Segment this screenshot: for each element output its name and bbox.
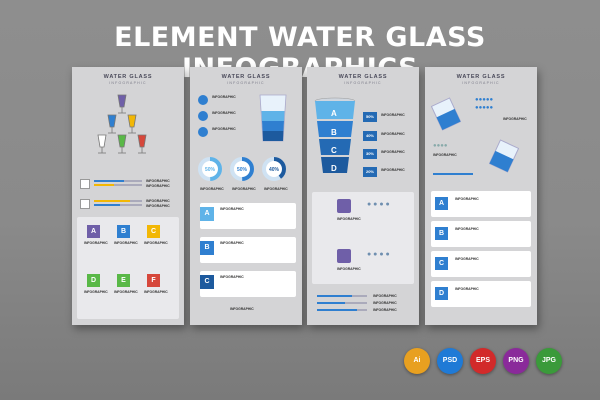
letter-box-a: A: [87, 225, 100, 238]
percent-label: INFOGRAPHIC: [381, 168, 405, 172]
donut-label: INFOGRAPHIC: [200, 187, 224, 191]
letter-box-b: B: [117, 225, 130, 238]
bar-label: INFOGRAPHIC: [373, 294, 397, 298]
avatar-icon: [80, 179, 90, 189]
letter-box-b: B: [200, 241, 214, 255]
list-item: [200, 203, 296, 229]
drop-label: INFOGRAPHIC: [433, 153, 457, 157]
letter-box-c: C: [147, 225, 160, 238]
avatar-icon: [337, 249, 351, 263]
letter-box-e: E: [117, 274, 130, 287]
list-label: INFOGRAPHIC: [220, 207, 244, 211]
footer-label: INFOGRAPHIC: [230, 307, 254, 311]
card-subtitle: INFOGRAPHIC: [462, 81, 500, 85]
format-badge-psd: PSD: [437, 348, 463, 374]
format-badge-png: PNG: [503, 348, 529, 374]
letter-label: INFOGRAPHIC: [84, 241, 108, 245]
letter-label: INFOGRAPHIC: [114, 241, 138, 245]
row-label: INFOGRAPHIC: [146, 184, 170, 188]
row-label: INFOGRAPHIC: [146, 199, 170, 203]
list-label: INFOGRAPHIC: [455, 257, 479, 261]
drop-row-icon: ● ● ● ●: [367, 251, 390, 258]
list-label: INFOGRAPHIC: [455, 227, 479, 231]
card-1: WATER GLASS INFOGRAPHIC INFOGRAPHIC INFO…: [72, 67, 184, 325]
letter-box-c: C: [200, 275, 214, 289]
drop-row-icon: ●●●●●: [475, 105, 494, 111]
bar-label: INFOGRAPHIC: [373, 301, 397, 305]
segment-letter: D: [331, 164, 337, 173]
letter-box-d: D: [435, 287, 448, 300]
segmented-glass: [314, 97, 356, 173]
bar-label: INFOGRAPHIC: [373, 308, 397, 312]
tilted-glass-graphic: [431, 97, 461, 131]
letter-box-c: C: [435, 257, 448, 270]
card-4: WATER GLASS INFOGRAPHIC ●●●●● ●●●●● INFO…: [425, 67, 537, 325]
drop-label: INFOGRAPHIC: [503, 117, 527, 121]
row-label: INFOGRAPHIC: [146, 179, 170, 183]
percent-label: INFOGRAPHIC: [381, 113, 405, 117]
drop-label: INFOGRAPHIC: [337, 267, 361, 271]
card-2: WATER GLASS INFOGRAPHIC INFOGRAPHIC INFO…: [190, 67, 302, 325]
tilted-glass-graphic: [489, 139, 519, 173]
format-badge-jpg: JPG: [536, 348, 562, 374]
segment-letter: C: [331, 146, 337, 155]
card-title: WATER GLASS: [221, 74, 271, 80]
percent-label: INFOGRAPHIC: [381, 150, 405, 154]
drop-panel: [312, 192, 414, 284]
avatar-icon: [337, 199, 351, 213]
card-subtitle: INFOGRAPHIC: [227, 81, 265, 85]
card-title: WATER GLASS: [103, 74, 153, 80]
star-icon: [198, 127, 208, 137]
drop-label: INFOGRAPHIC: [337, 217, 361, 221]
donut-value: 40%: [269, 167, 280, 173]
letter-box-a: A: [200, 207, 214, 221]
letter-label: INFOGRAPHIC: [114, 290, 138, 294]
donut-value: 50%: [205, 167, 216, 173]
donut-label: INFOGRAPHIC: [232, 187, 256, 191]
letter-box-b: B: [435, 227, 448, 240]
drop-row-icon: ● ● ● ●: [367, 201, 390, 208]
item-label: INFOGRAPHIC: [212, 127, 236, 131]
format-badge-eps: EPS: [470, 348, 496, 374]
donut-value: 50%: [237, 167, 248, 173]
glass-pyramid: [97, 94, 147, 154]
row-label: INFOGRAPHIC: [146, 204, 170, 208]
letter-box-a: A: [435, 197, 448, 210]
item-label: INFOGRAPHIC: [212, 95, 236, 99]
card-subtitle: INFOGRAPHIC: [344, 81, 382, 85]
list-label: INFOGRAPHIC: [220, 241, 244, 245]
drop-row-icon: ●●●●●: [475, 97, 494, 103]
format-badge-ai: Ai: [404, 348, 430, 374]
card-subtitle: INFOGRAPHIC: [109, 81, 147, 85]
heart-icon: [198, 111, 208, 121]
letter-box-f: F: [147, 274, 160, 287]
donut-chart: [198, 157, 286, 181]
letter-label: INFOGRAPHIC: [84, 290, 108, 294]
list-item: [200, 271, 296, 297]
water-drop-icon: [198, 95, 208, 105]
list-label: INFOGRAPHIC: [455, 197, 479, 201]
letter-box-d: D: [87, 274, 100, 287]
list-label: INFOGRAPHIC: [220, 275, 244, 279]
card-3: WATER GLASS INFOGRAPHIC A B C D 50% 40% …: [307, 67, 419, 325]
segment-letter: A: [331, 109, 337, 118]
list-label: INFOGRAPHIC: [455, 287, 479, 291]
list-item: [200, 237, 296, 263]
percent-badge: 20%: [363, 167, 377, 177]
avatar-icon: [80, 199, 90, 209]
letter-label: INFOGRAPHIC: [144, 290, 168, 294]
percent-badge: 30%: [363, 149, 377, 159]
card-title: WATER GLASS: [338, 74, 388, 80]
percent-badge: 50%: [363, 112, 377, 122]
card-title: WATER GLASS: [456, 74, 506, 80]
drop-row-icon: ●●●●: [433, 143, 448, 149]
percent-label: INFOGRAPHIC: [381, 132, 405, 136]
percent-badge: 40%: [363, 131, 377, 141]
donut-label: INFOGRAPHIC: [264, 187, 288, 191]
item-label: INFOGRAPHIC: [212, 111, 236, 115]
water-glass-graphic: [259, 94, 287, 142]
segment-letter: B: [331, 128, 337, 137]
letter-label: INFOGRAPHIC: [144, 241, 168, 245]
